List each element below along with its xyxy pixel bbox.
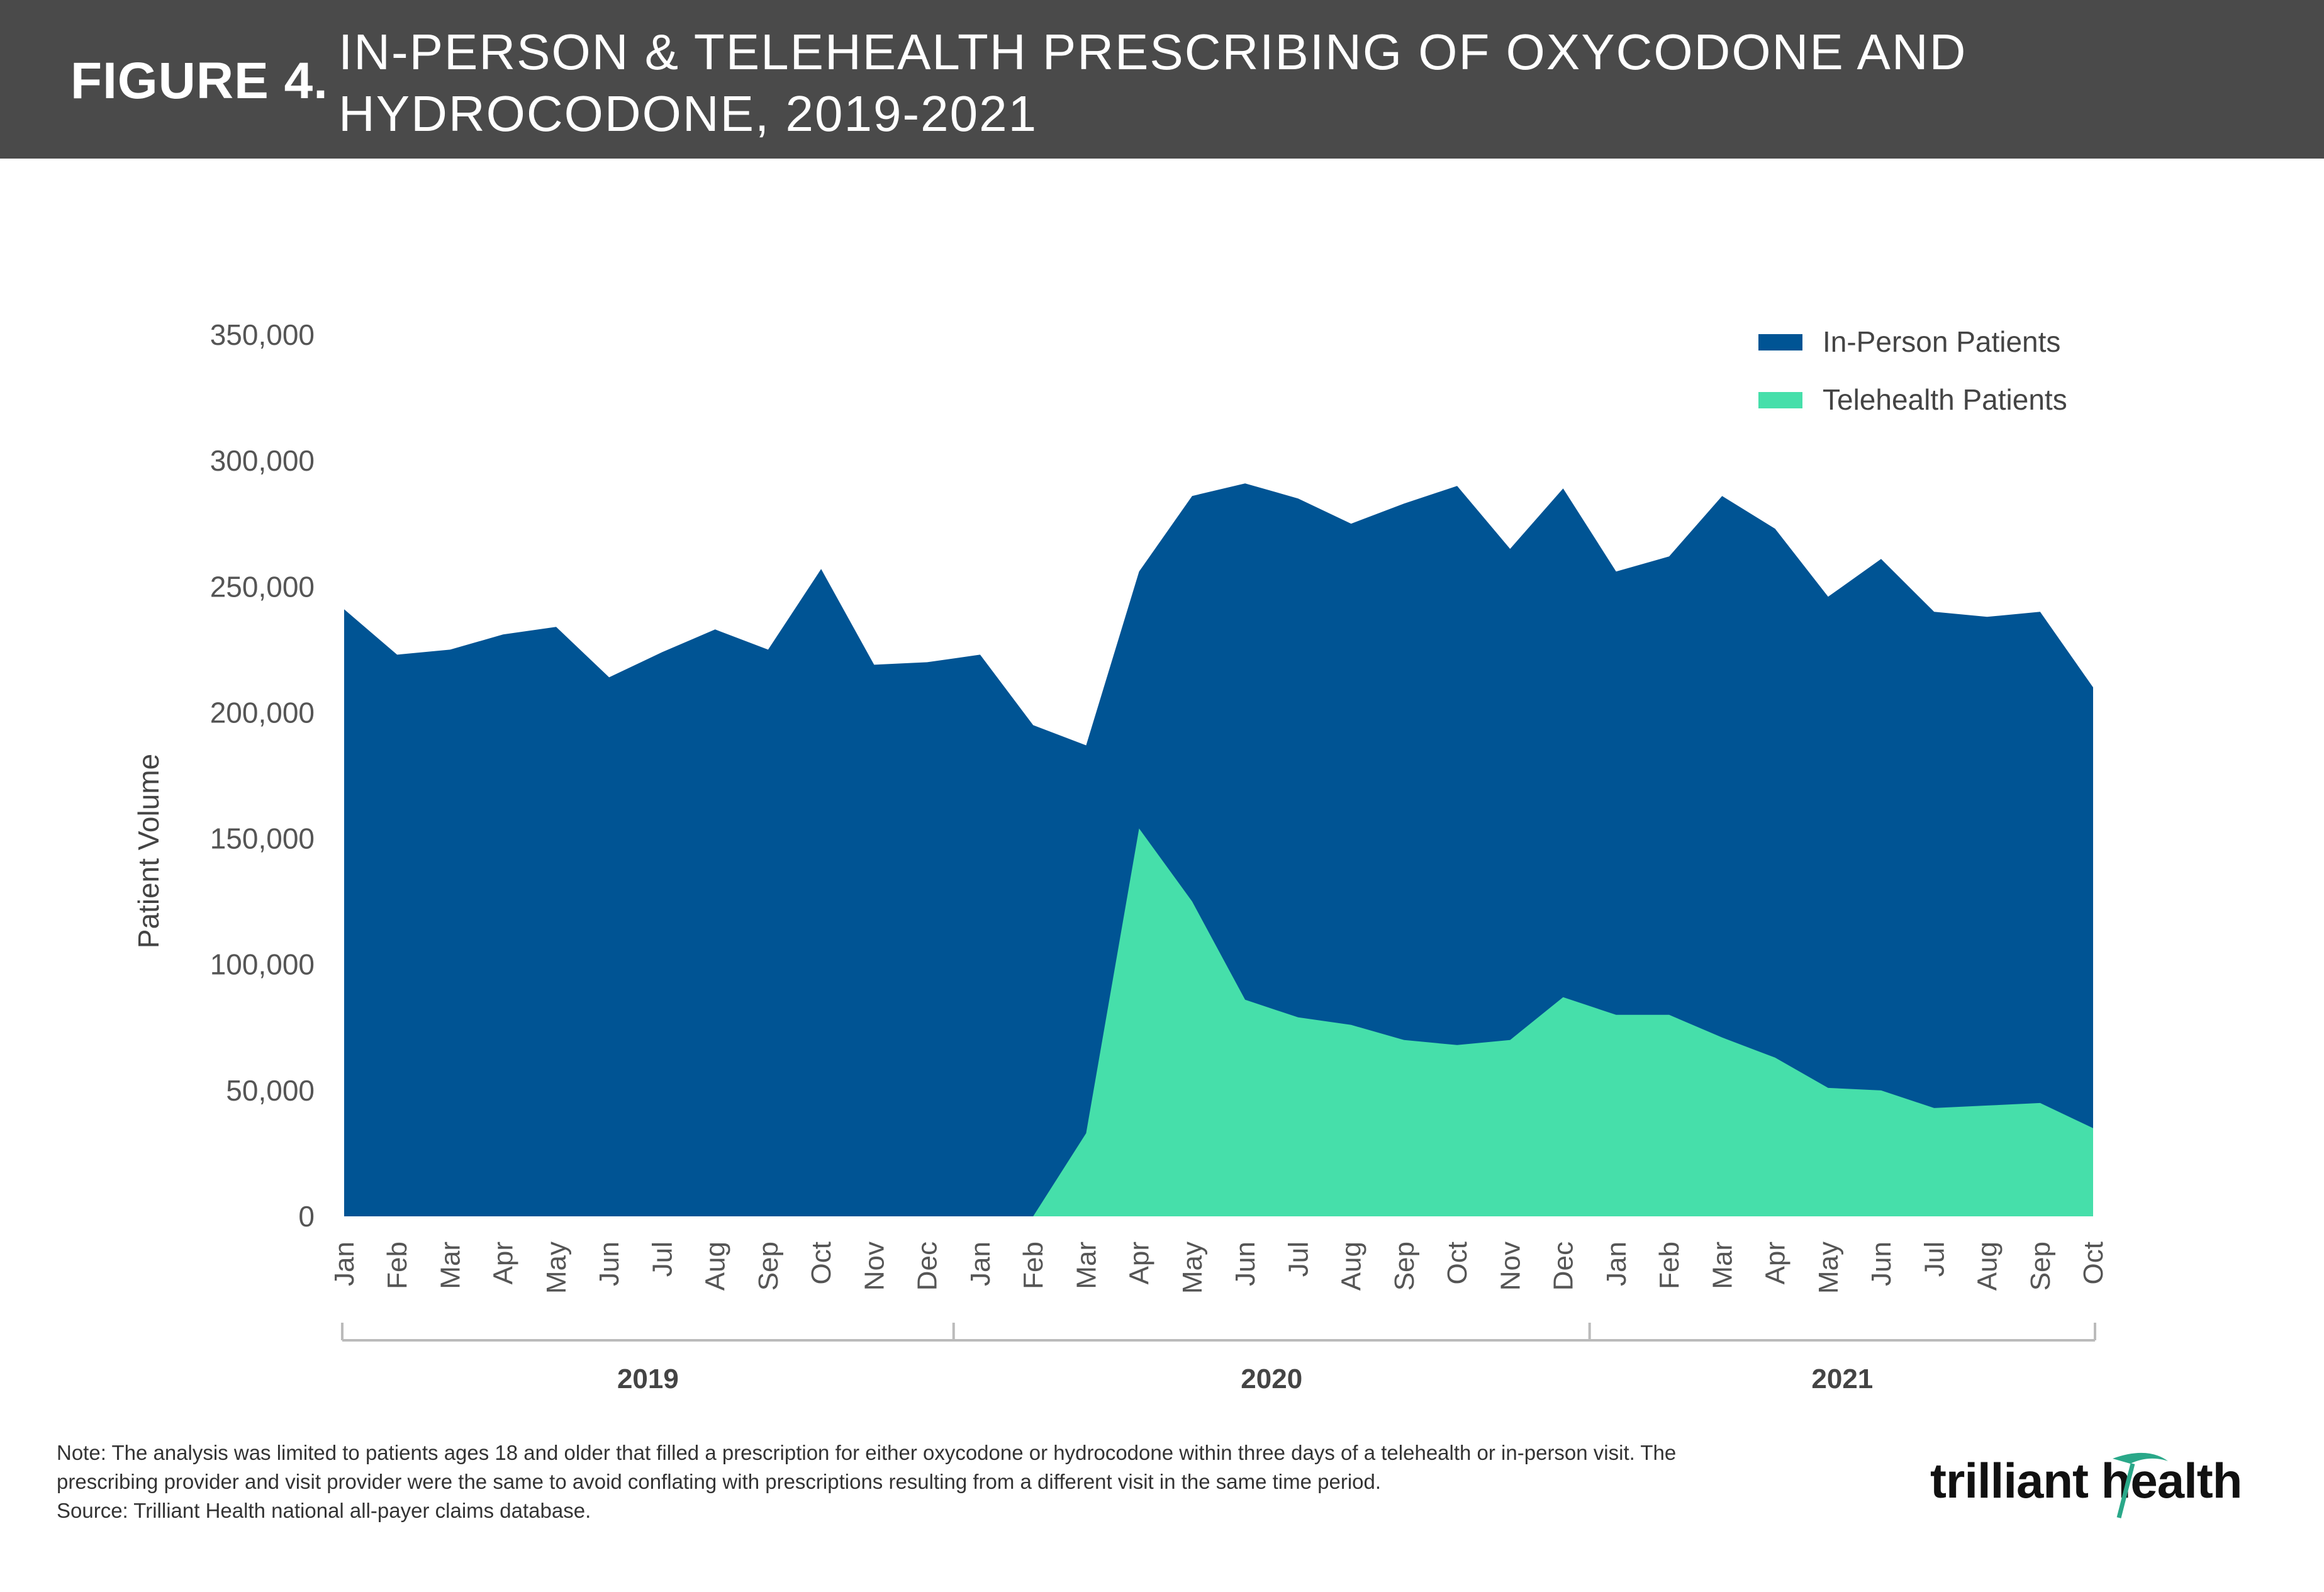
- logo-wordmark: trilliant health: [1930, 1453, 2242, 1508]
- y-axis-title: Patient Volume: [132, 754, 165, 948]
- year-label: 2021: [1811, 1364, 1873, 1394]
- x-tick-label: Feb: [1654, 1242, 1685, 1289]
- legend-swatch-in-person: [1758, 334, 1802, 350]
- x-tick-label: Nov: [859, 1242, 890, 1291]
- x-tick-label: May: [1813, 1242, 1844, 1294]
- area-chart: 0 50,000 100,000 150,000 200,000 250,000 300,0…: [132, 318, 2109, 1394]
- legend-label-in-person: In-Person Patients: [1823, 325, 2060, 358]
- x-tick-label: Jun: [1866, 1242, 1897, 1286]
- x-tick-label: Aug: [1972, 1242, 2003, 1291]
- year-axis: 2019 2020 2021: [341, 1323, 2096, 1394]
- x-tick-label: Apr: [1760, 1242, 1791, 1284]
- footnote-line-2: prescribing provider and visit provider …: [57, 1470, 1382, 1493]
- y-tick-label: 200,000: [210, 696, 315, 729]
- x-tick-label: Jan: [329, 1242, 360, 1286]
- x-tick-label: Feb: [1018, 1242, 1049, 1289]
- figure-title-line-1: IN-PERSON & TELEHEALTH PRESCRIBING OF OX…: [338, 24, 1967, 80]
- x-tick-label: Mar: [1707, 1242, 1738, 1289]
- x-tick-label: May: [541, 1242, 572, 1294]
- x-tick-label: Sep: [753, 1242, 784, 1291]
- x-tick-label: Jul: [647, 1242, 678, 1277]
- x-tick-label: Apr: [1124, 1242, 1155, 1284]
- x-tick-label: Jul: [1919, 1242, 1950, 1277]
- trilliant-health-logo: trilliant health: [1930, 1447, 2282, 1523]
- x-tick-label: May: [1177, 1242, 1208, 1294]
- x-tick-label: Sep: [1389, 1242, 1420, 1291]
- x-tick-label: Apr: [488, 1242, 519, 1284]
- y-tick-label: 100,000: [210, 948, 315, 981]
- x-tick-label: Dec: [912, 1242, 943, 1291]
- x-axis: Jan Feb Mar Apr May Jun Jul Aug Sep Oct Nov Dec Jan F…: [329, 1242, 2109, 1294]
- x-tick-label: Oct: [2078, 1242, 2109, 1284]
- y-tick-label: 0: [298, 1200, 315, 1233]
- y-tick-label: 150,000: [210, 822, 315, 855]
- figure-title: IN-PERSON & TELEHEALTH PRESCRIBING OF OX…: [338, 21, 2037, 145]
- year-label: 2020: [1241, 1364, 1302, 1394]
- x-tick-label: Mar: [435, 1242, 466, 1289]
- figure-header: FIGURE 4. IN-PERSON & TELEHEALTH PRESCRI…: [0, 0, 2324, 159]
- source-line: Source: Trilliant Health national all-pa…: [57, 1499, 591, 1522]
- x-tick-label: Oct: [806, 1242, 837, 1284]
- figure-title-line-2: HYDROCODONE, 2019-2021: [338, 86, 1038, 142]
- x-tick-label: Mar: [1071, 1242, 1102, 1289]
- x-tick-label: Dec: [1548, 1242, 1579, 1291]
- x-tick-label: Sep: [2025, 1242, 2056, 1291]
- y-tick-label: 50,000: [226, 1074, 315, 1107]
- x-tick-label: Oct: [1442, 1242, 1473, 1284]
- series-area-telehealth: [344, 828, 2093, 1216]
- x-tick-label: Jan: [1601, 1242, 1632, 1286]
- y-axis: 0 50,000 100,000 150,000 200,000 250,000 300,0…: [132, 318, 315, 1233]
- legend-swatch-telehealth: [1758, 392, 1802, 408]
- x-tick-label: Aug: [700, 1242, 731, 1291]
- logo-swoosh-icon: [2113, 1452, 2168, 1518]
- year-label: 2019: [617, 1364, 679, 1394]
- x-tick-label: Aug: [1336, 1242, 1367, 1291]
- y-tick-label: 300,000: [210, 444, 315, 477]
- x-tick-label: Nov: [1495, 1242, 1526, 1291]
- x-tick-label: Jan: [965, 1242, 996, 1286]
- footnote-line-1: Note: The analysis was limited to patien…: [57, 1441, 1677, 1464]
- figure-label: FIGURE 4.: [70, 52, 328, 109]
- x-tick-label: Jun: [1230, 1242, 1261, 1286]
- x-tick-label: Jun: [594, 1242, 625, 1286]
- y-tick-label: 250,000: [210, 570, 315, 603]
- legend-label-telehealth: Telehealth Patients: [1823, 383, 2067, 416]
- legend: In-Person Patients Telehealth Patients: [1758, 325, 2067, 416]
- y-tick-label: 350,000: [210, 318, 315, 351]
- plot-area: [344, 483, 2093, 1217]
- x-tick-label: Feb: [382, 1242, 413, 1289]
- footnote: Note: The analysis was limited to patien…: [57, 1438, 1906, 1525]
- x-tick-label: Jul: [1283, 1242, 1314, 1277]
